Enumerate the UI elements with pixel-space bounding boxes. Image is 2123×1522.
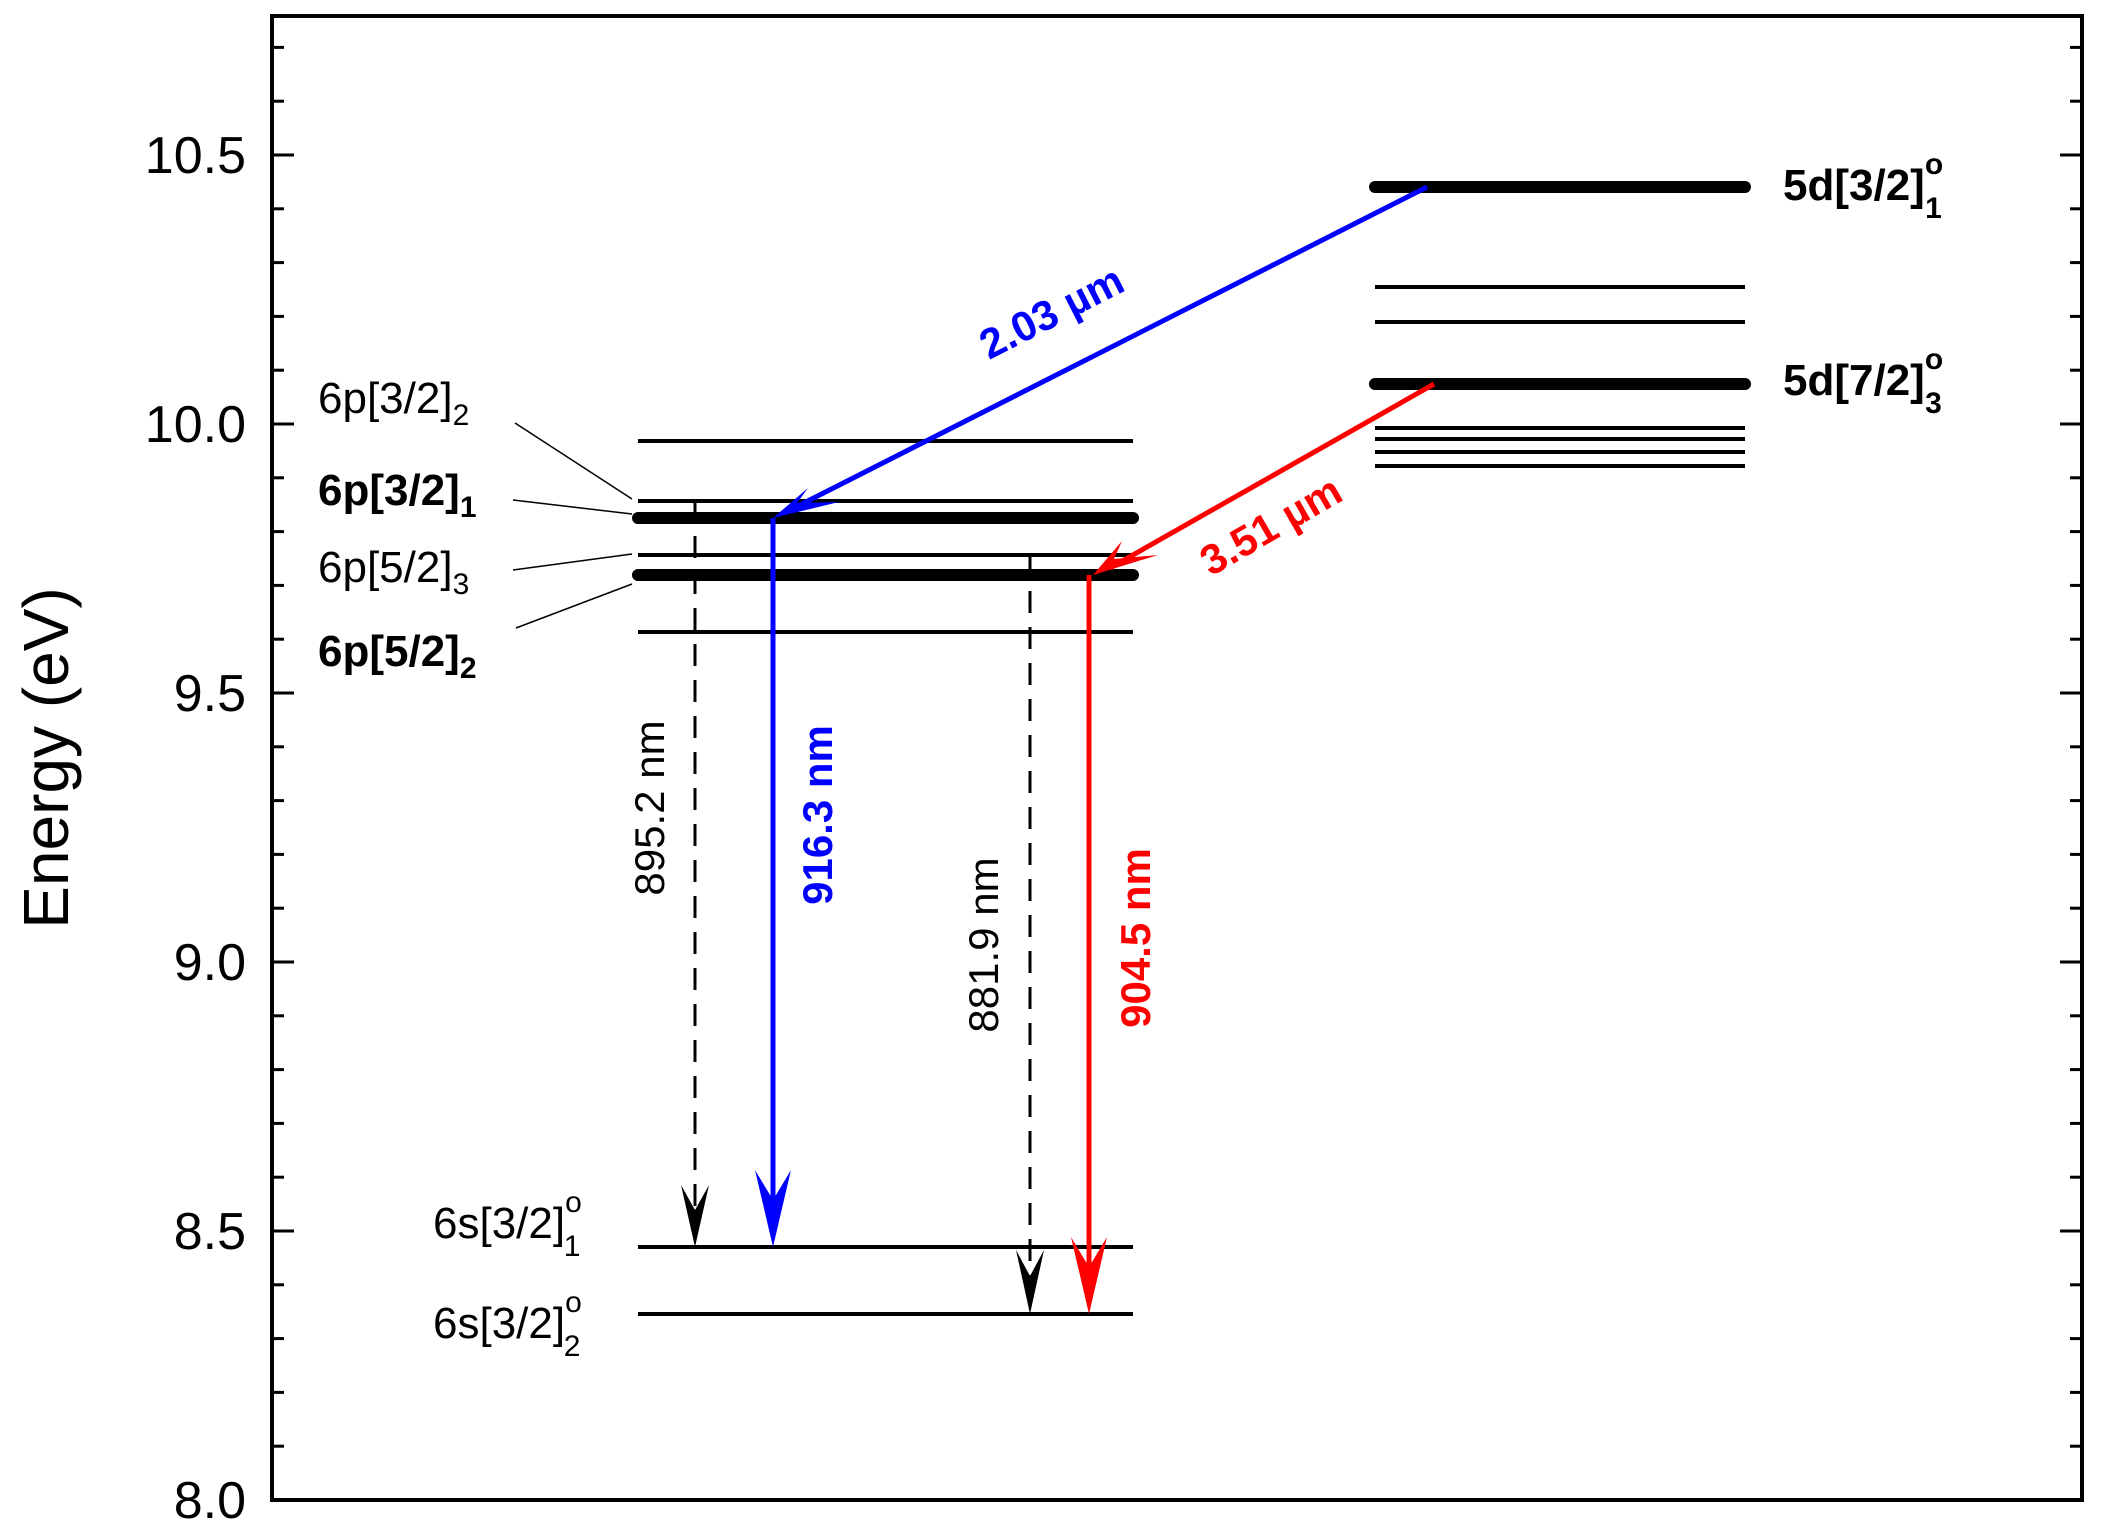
transition-881nm: 881.9 nm: [960, 555, 1044, 1314]
arrowhead-881nm: [1016, 1250, 1044, 1314]
arrowhead-3510nm: [1093, 541, 1158, 575]
leader-6p52-2: [515, 583, 633, 629]
label-6p52-2: 6p[5/2]2: [318, 627, 477, 685]
transition-3510nm: 3.51 µm: [1093, 381, 1436, 585]
y-axis-title: Energy (eV): [10, 587, 82, 928]
arrowhead-904nm: [1071, 1237, 1107, 1314]
y-tick-label: 9.0: [174, 934, 246, 992]
leader-6p32-2: [514, 422, 633, 500]
label-6p52-3: 6p[5/2]3: [318, 543, 469, 601]
y-tick-label: 10.0: [145, 396, 246, 454]
leader-6p32-1: [512, 499, 633, 515]
y-tick-label: 8.0: [174, 1472, 246, 1522]
label-6s32-1: 6s[3/2]o 1: [433, 1186, 582, 1263]
label-5d72-3: 5d[7/2]o 3: [1783, 343, 1943, 420]
transition-916nm: 916.3 nm: [755, 518, 841, 1247]
leader-lines: [512, 422, 633, 629]
arrowhead-916nm: [755, 1170, 791, 1247]
label-6p32-2: 6p[3/2]2: [318, 374, 469, 432]
label-5d32-1: 5d[3/2]o 1: [1783, 148, 1943, 225]
y-axis-ticks: [272, 45, 2082, 1502]
y-axis-tick-labels: 8.0 8.5 9.0 9.5 10.0 10.5: [145, 127, 246, 1522]
label-6p32-1: 6p[3/2]1: [318, 466, 477, 524]
label-895nm: 895.2 nm: [626, 720, 673, 895]
arrowhead-2030nm: [773, 488, 839, 518]
label-904nm: 904.5 nm: [1112, 848, 1159, 1028]
label-916nm: 916.3 nm: [794, 725, 841, 905]
y-tick-label: 9.5: [174, 665, 246, 723]
transition-904nm: 904.5 nm: [1071, 575, 1159, 1314]
transition-2030nm: 2.03 µm: [773, 184, 1429, 518]
level-lines: [632, 181, 1751, 1316]
y-tick-label: 10.5: [145, 127, 246, 185]
plot-frame: [270, 14, 2084, 1502]
transition-895nm: 895.2 nm: [626, 500, 709, 1247]
leader-6p52-3: [512, 553, 633, 571]
label-6s32-2: 6s[3/2]o 2: [433, 1286, 582, 1363]
label-881nm: 881.9 nm: [960, 857, 1007, 1032]
y-tick-label: 8.5: [174, 1203, 246, 1261]
label-3510nm: 3.51 µm: [1192, 466, 1350, 584]
arrowhead-895nm: [681, 1185, 709, 1247]
